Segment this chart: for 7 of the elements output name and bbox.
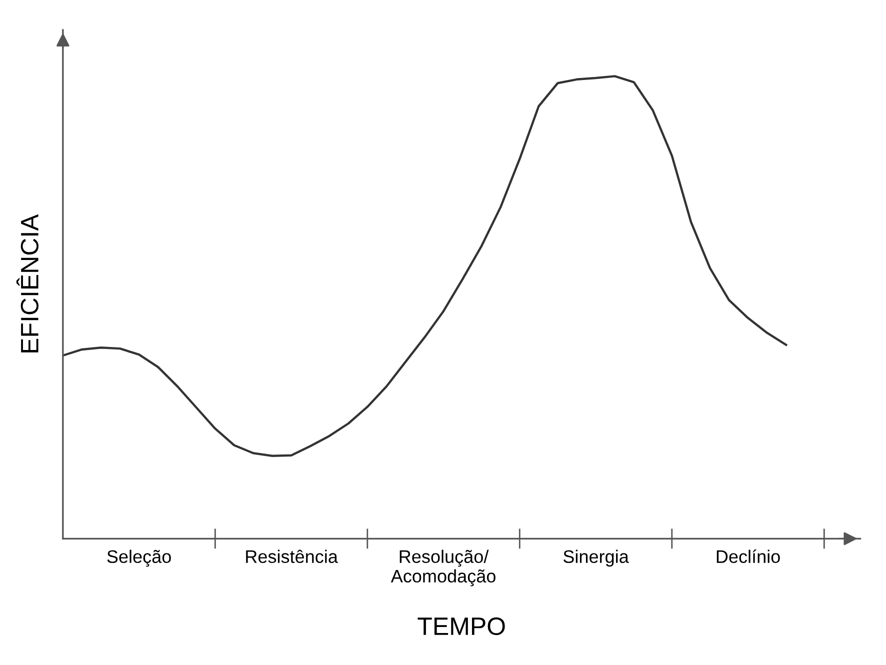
x-tick-label: Resistência [246,550,338,564]
y-axis-title: EFICIÊNCIA [16,214,39,352]
x-tick-label: Seleção [107,550,171,567]
x-tick-label: Declínio [716,550,780,564]
x-tick-label: Resolução/ Acomodação [390,550,496,586]
x-tick-label: Sinergia [563,550,629,567]
x-axis-title: TEMPO [418,617,505,636]
